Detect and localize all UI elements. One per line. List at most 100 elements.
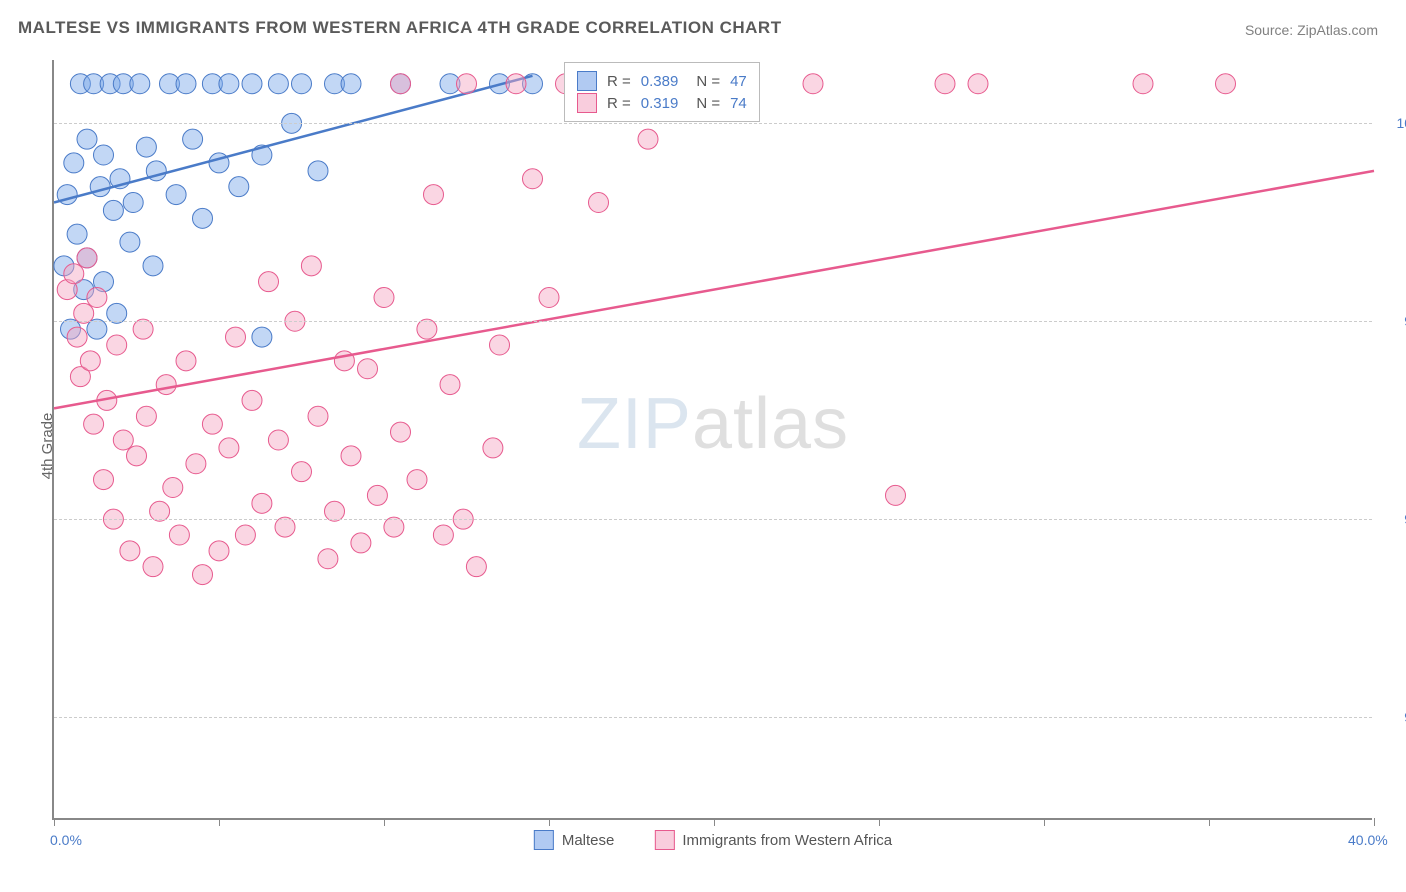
n-value-maltese: 47	[730, 73, 747, 90]
data-point	[176, 351, 196, 371]
r-value-immigrants: 0.319	[641, 95, 679, 112]
data-point	[90, 177, 110, 197]
data-point	[183, 129, 203, 149]
data-point	[490, 335, 510, 355]
data-point	[341, 446, 361, 466]
data-point	[235, 525, 255, 545]
data-point	[103, 200, 123, 220]
legend-item-immigrants: Immigrants from Western Africa	[654, 830, 892, 850]
legend-label: Maltese	[562, 832, 615, 849]
data-point	[358, 359, 378, 379]
y-tick-label: 100.0%	[1386, 115, 1406, 131]
data-point	[120, 541, 140, 561]
data-point	[163, 478, 183, 498]
swatch-pink-icon	[654, 830, 674, 850]
data-point	[252, 493, 272, 513]
swatch-blue-icon	[534, 830, 554, 850]
data-point	[94, 470, 114, 490]
n-value-immigrants: 74	[730, 95, 747, 112]
data-point	[506, 74, 526, 94]
data-point	[169, 525, 189, 545]
swatch-pink-icon	[577, 93, 597, 113]
r-label: R =	[607, 95, 631, 112]
trend-line	[54, 76, 533, 203]
data-point	[77, 129, 97, 149]
data-point	[308, 161, 328, 181]
x-tick	[1044, 818, 1045, 826]
series-legend: Maltese Immigrants from Western Africa	[534, 830, 892, 850]
data-point	[130, 74, 150, 94]
stats-legend: R = 0.389 N = 47 R = 0.319 N = 74	[564, 62, 760, 122]
data-point	[424, 185, 444, 205]
data-point	[523, 169, 543, 189]
data-point	[292, 74, 312, 94]
data-point	[351, 533, 371, 553]
x-tick-label: 40.0%	[1348, 832, 1388, 848]
gridline	[54, 123, 1372, 124]
data-point	[803, 74, 823, 94]
data-point	[268, 74, 288, 94]
x-tick	[54, 818, 55, 826]
data-point	[77, 248, 97, 268]
n-label: N =	[696, 73, 720, 90]
x-tick	[384, 818, 385, 826]
data-point	[94, 145, 114, 165]
data-point	[219, 74, 239, 94]
source-label: Source: ZipAtlas.com	[1245, 22, 1378, 38]
x-tick	[219, 818, 220, 826]
data-point	[123, 193, 143, 213]
x-tick	[714, 818, 715, 826]
chart-area: ZIPatlas R = 0.389 N = 47 R = 0.319 N = …	[52, 60, 1372, 820]
data-point	[64, 153, 84, 173]
data-point	[229, 177, 249, 197]
data-point	[113, 430, 133, 450]
stats-row-immigrants: R = 0.319 N = 74	[577, 93, 747, 113]
data-point	[67, 224, 87, 244]
data-point	[136, 406, 156, 426]
x-tick	[1209, 818, 1210, 826]
data-point	[391, 74, 411, 94]
gridline	[54, 519, 1372, 520]
scatter-plot	[54, 60, 1372, 818]
data-point	[136, 137, 156, 157]
data-point	[341, 74, 361, 94]
r-label: R =	[607, 73, 631, 90]
y-tick-label: 97.5%	[1386, 313, 1406, 329]
legend-label: Immigrants from Western Africa	[682, 832, 892, 849]
x-tick	[549, 818, 550, 826]
data-point	[301, 256, 321, 276]
data-point	[433, 525, 453, 545]
data-point	[440, 375, 460, 395]
data-point	[64, 264, 84, 284]
data-point	[127, 446, 147, 466]
data-point	[193, 208, 213, 228]
n-label: N =	[696, 95, 720, 112]
data-point	[1133, 74, 1153, 94]
data-point	[87, 288, 107, 308]
trend-line	[54, 171, 1374, 409]
stats-row-maltese: R = 0.389 N = 47	[577, 71, 747, 91]
data-point	[143, 256, 163, 276]
data-point	[483, 438, 503, 458]
r-value-maltese: 0.389	[641, 73, 679, 90]
data-point	[209, 541, 229, 561]
data-point	[367, 485, 387, 505]
data-point	[935, 74, 955, 94]
data-point	[886, 485, 906, 505]
data-point	[242, 74, 262, 94]
data-point	[193, 565, 213, 585]
data-point	[107, 335, 127, 355]
chart-title: MALTESE VS IMMIGRANTS FROM WESTERN AFRIC…	[18, 18, 782, 38]
data-point	[176, 74, 196, 94]
data-point	[259, 272, 279, 292]
data-point	[120, 232, 140, 252]
data-point	[318, 549, 338, 569]
data-point	[67, 327, 87, 347]
data-point	[466, 557, 486, 577]
data-point	[407, 470, 427, 490]
data-point	[166, 185, 186, 205]
legend-item-maltese: Maltese	[534, 830, 615, 850]
data-point	[143, 557, 163, 577]
data-point	[219, 438, 239, 458]
data-point	[226, 327, 246, 347]
